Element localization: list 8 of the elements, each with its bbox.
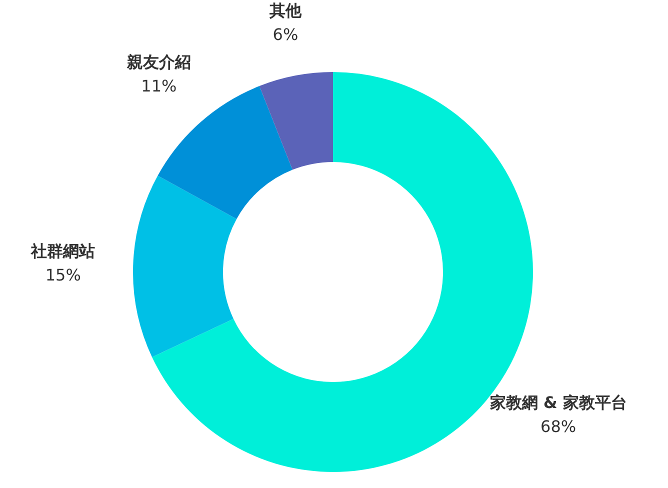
data-label: 11%: [141, 76, 177, 96]
slice-label: 親友介紹: [126, 52, 191, 72]
data-label: 15%: [45, 266, 81, 285]
slice-label: 家教網 & 家教平台: [488, 393, 627, 412]
slice-label: 社群網站: [30, 242, 96, 261]
data-label: 6%: [272, 24, 298, 44]
data-label: 68%: [540, 417, 576, 436]
slice-label: 其他: [268, 0, 302, 20]
